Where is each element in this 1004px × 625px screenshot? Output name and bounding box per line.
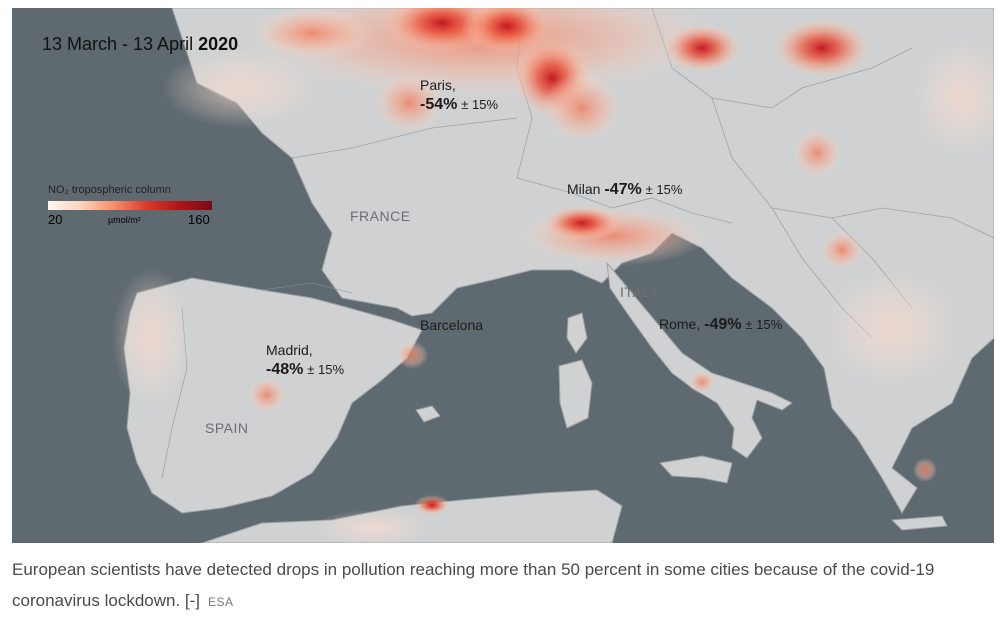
city-label-barcelona: Barcelona bbox=[420, 317, 484, 333]
land-sardinia bbox=[558, 359, 593, 429]
caption-source: ESA bbox=[208, 595, 234, 609]
legend-color-scale bbox=[48, 201, 212, 210]
no2-legend: NO₂ tropospheric column 20 µmol/m² 160 bbox=[48, 184, 238, 228]
land-crete bbox=[890, 515, 948, 531]
no2-concentration-layer bbox=[112, 8, 994, 543]
country-label-italy: ITALY bbox=[620, 284, 660, 300]
country-label-france: FRANCE bbox=[350, 208, 411, 224]
legend-title: NO₂ tropospheric column bbox=[48, 184, 171, 196]
land-corsica bbox=[566, 312, 588, 354]
city-label-milan: Milan -47% ± 15% bbox=[567, 181, 683, 198]
city-label-rome: Rome, -49% ± 15% bbox=[659, 316, 783, 333]
city-label-madrid: Madrid, -48% ± 15% bbox=[266, 342, 345, 378]
country-label-spain: SPAIN bbox=[205, 420, 249, 436]
no2-satellite-map: 13 March - 13 April 2020 NO₂ tropospheri… bbox=[12, 8, 994, 543]
city-label-paris: Paris, -54% ± 15% bbox=[420, 77, 499, 113]
legend-unit: µmol/m² bbox=[108, 215, 141, 225]
caption-text: European scientists have detected drops … bbox=[12, 560, 935, 610]
land-italy bbox=[606, 261, 793, 459]
legend-min: 20 bbox=[48, 212, 63, 227]
date-range-label: 13 March - 13 April 2020 bbox=[42, 34, 239, 54]
land-balearics bbox=[415, 405, 441, 423]
legend-max: 160 bbox=[188, 212, 210, 227]
map-graphic bbox=[12, 8, 994, 543]
figure-caption: European scientists have detected drops … bbox=[12, 554, 992, 618]
land-sicily bbox=[659, 455, 733, 484]
